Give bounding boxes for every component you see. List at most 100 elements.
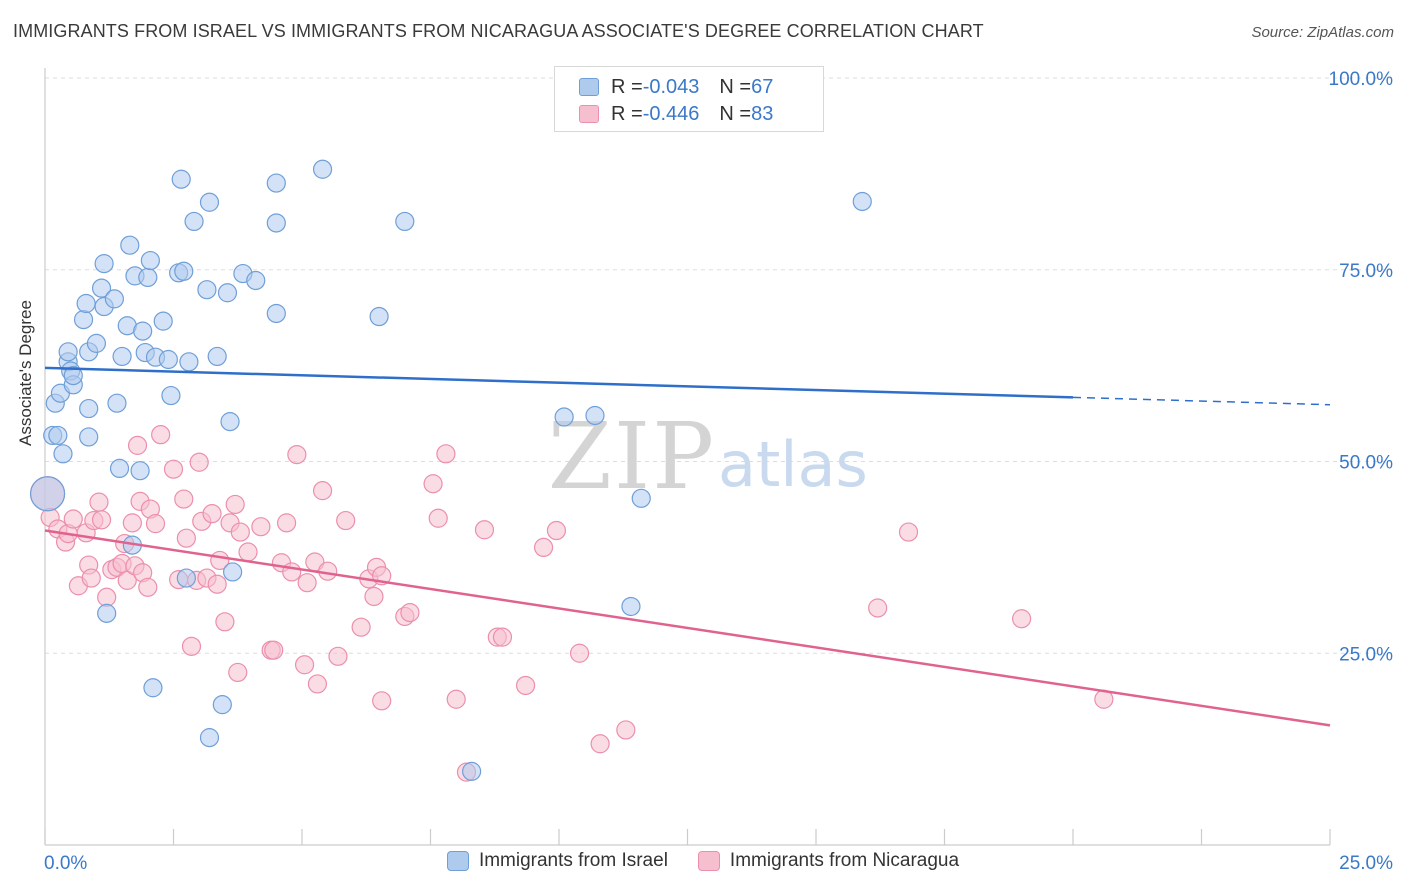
point-israel [112, 346, 132, 367]
point-nicaragua [176, 528, 196, 548]
point-israel [217, 283, 238, 303]
point-nicaragua [590, 734, 610, 754]
point-nicaragua [372, 691, 392, 711]
point-israel [79, 398, 99, 419]
y-tick-label: 25.0% [1339, 644, 1393, 665]
point-nicaragua [225, 494, 245, 515]
point-israel [138, 267, 158, 288]
point-nicaragua [533, 537, 554, 558]
point-israel [158, 349, 178, 370]
point-israel [184, 211, 204, 232]
point-israel [174, 261, 194, 281]
point-nicaragua [181, 636, 202, 656]
point-nicaragua [312, 481, 333, 501]
point-israel [369, 306, 389, 327]
point-israel [53, 444, 73, 464]
point-israel [212, 695, 232, 715]
point-israel [207, 346, 227, 367]
x-tick-label: 0.0% [44, 853, 87, 874]
stats-row-nicaragua: R = -0.446 N = 83 [579, 103, 773, 125]
point-nicaragua [515, 675, 536, 696]
point-nicaragua [474, 520, 495, 540]
point-israel [246, 270, 266, 291]
point-israel [631, 488, 651, 508]
watermark: ZIP atlas [548, 403, 868, 510]
point-israel [176, 568, 196, 588]
stats-legend: R = -0.043 N = 67 R = -0.446 N = 83 [554, 66, 824, 132]
point-israel [48, 425, 68, 446]
point-nicaragua [97, 587, 117, 607]
point-nicaragua [492, 627, 513, 647]
point-nicaragua [328, 646, 348, 666]
point-nicaragua [351, 617, 371, 637]
point-nicaragua [400, 602, 420, 623]
grid-lines [45, 77, 1392, 654]
point-nicaragua [336, 510, 356, 531]
point-israel [585, 405, 605, 426]
point-nicaragua [446, 689, 466, 709]
point-nicaragua [89, 492, 109, 512]
watermark-zip: ZIP [548, 403, 716, 510]
point-nicaragua [138, 577, 158, 597]
legend-item-nicaragua[interactable]: Immigrants from Nicaragua [697, 850, 960, 872]
axes [44, 68, 1331, 846]
point-nicaragua [264, 640, 284, 660]
series-nicaragua-points [29, 425, 1114, 782]
point-nicaragua [81, 568, 101, 588]
nicaragua-legend-swatch [697, 851, 720, 871]
point-nicaragua [868, 598, 888, 618]
point-nicaragua [282, 562, 302, 582]
point-israel [29, 476, 66, 512]
point-israel [104, 289, 124, 309]
legend-item-israel[interactable]: Immigrants from Israel [446, 850, 668, 872]
point-israel [133, 321, 153, 341]
legend-label-nicaragua: Immigrants from Nicaragua [729, 850, 960, 871]
point-nicaragua [616, 720, 636, 740]
trend-line-nicaragua [44, 529, 1331, 727]
legend-label-israel: Immigrants from Israel [478, 850, 668, 871]
point-israel [312, 159, 333, 179]
point-israel [76, 293, 96, 314]
point-israel [171, 169, 191, 189]
point-nicaragua [569, 643, 590, 663]
point-nicaragua [189, 452, 209, 472]
point-israel [621, 596, 641, 617]
point-israel [266, 173, 286, 193]
point-israel [140, 250, 160, 271]
point-nicaragua [898, 522, 919, 542]
point-nicaragua [207, 574, 227, 594]
trend-lines [44, 366, 1331, 727]
point-israel [73, 310, 94, 330]
r-label: R = [611, 102, 643, 125]
point-nicaragua [163, 459, 184, 479]
point-israel [94, 254, 114, 274]
point-israel [199, 192, 220, 212]
point-israel [120, 235, 140, 255]
point-nicaragua [202, 504, 222, 524]
point-nicaragua [145, 514, 166, 534]
chart-title: IMMIGRANTS FROM ISRAEL VS IMMIGRANTS FRO… [13, 21, 984, 41]
point-nicaragua [294, 655, 315, 675]
point-nicaragua [238, 542, 258, 562]
y-tick-label: 75.0% [1339, 261, 1393, 282]
x-tick-label: 25.0% [1339, 853, 1393, 874]
point-israel [153, 311, 173, 331]
point-israel [91, 278, 112, 298]
watermark-atlas: atlas [718, 428, 868, 501]
n-label: N = [719, 102, 752, 125]
point-nicaragua [1011, 609, 1032, 629]
point-israel [107, 393, 127, 413]
point-nicaragua [436, 444, 456, 464]
trend-line-israel-extension [1072, 396, 1331, 406]
israel-legend-swatch [446, 851, 469, 871]
point-nicaragua [276, 513, 297, 533]
point-nicaragua [364, 586, 384, 607]
y-tick-label: 100.0% [1329, 69, 1394, 90]
point-israel [554, 407, 574, 427]
series-israel-points [29, 159, 872, 781]
point-israel [462, 761, 482, 781]
point-nicaragua [63, 509, 83, 529]
point-nicaragua [122, 513, 142, 533]
israel-swatch [579, 78, 599, 96]
